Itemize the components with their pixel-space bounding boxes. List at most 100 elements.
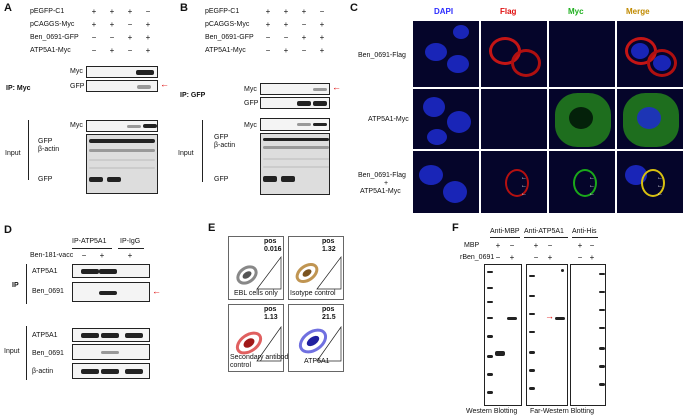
blot-label: Ben_0691 xyxy=(32,288,64,295)
panel-b-row-label: ATP5A1-Myc xyxy=(205,47,246,54)
blot-label: Myc xyxy=(70,68,83,75)
sign: + xyxy=(109,20,115,29)
flow-plot-label: Isotype control xyxy=(290,290,336,297)
sign: + xyxy=(547,253,553,262)
panel-a-ip-label: IP: Myc xyxy=(6,85,31,92)
gate-pos-value: 1.32 xyxy=(322,246,336,253)
blot-label: GFP xyxy=(214,134,229,141)
panel-a-row-label: pCAGGS-Myc xyxy=(30,21,75,28)
blot-label: GFP xyxy=(38,176,53,183)
footer-western: Western Blotting xyxy=(466,408,518,415)
flow-plot-label: control xyxy=(230,362,252,369)
sign: − xyxy=(91,46,97,55)
header-underline xyxy=(490,237,520,238)
blot-label: β-actin xyxy=(32,368,54,375)
sign: + xyxy=(301,33,307,42)
sign: + xyxy=(577,241,583,250)
sign: − xyxy=(109,33,115,42)
blot-label: ATP5A1 xyxy=(32,332,58,339)
sign: − xyxy=(495,253,501,262)
sign: + xyxy=(91,20,97,29)
flow-plot xyxy=(228,304,284,372)
header-anti-mbp: Anti-MBP xyxy=(490,228,520,235)
gate-pos-label: pos xyxy=(264,238,277,245)
blot-ip-myc xyxy=(260,83,330,95)
sign: − xyxy=(319,7,325,16)
sign: − xyxy=(509,241,515,250)
sign: − xyxy=(81,251,87,260)
row-label: + xyxy=(384,180,389,187)
blot-ip-atp5a1 xyxy=(72,264,150,278)
panel-d-letter: D xyxy=(4,224,12,236)
sign: + xyxy=(319,33,325,42)
flow-plot xyxy=(228,236,284,300)
sign: − xyxy=(283,33,289,42)
sign: − xyxy=(577,253,583,262)
flow-plot xyxy=(288,304,344,372)
blot-label: Ben_0691 xyxy=(32,350,64,357)
micrograph-merge xyxy=(616,88,684,150)
panel-c-letter: C xyxy=(350,2,358,14)
blot-input-atp5a1 xyxy=(72,328,150,342)
sign: + xyxy=(145,33,151,42)
sign: + xyxy=(265,7,271,16)
micrograph-dapi xyxy=(412,150,480,214)
blot-label: GFP xyxy=(38,138,53,145)
panel-e-letter: E xyxy=(208,222,216,234)
sign: − xyxy=(547,241,553,250)
micrograph-dapi xyxy=(412,20,480,88)
red-arrow-icon: ← xyxy=(332,82,341,92)
blot-label: Myc xyxy=(70,122,83,129)
micrograph-flag: ← ← ← xyxy=(480,150,548,214)
sign: + xyxy=(283,20,289,29)
micrograph-myc xyxy=(548,20,616,88)
panel-a-row-label: Ben_0691-GFP xyxy=(30,34,79,41)
panel-a-letter: A xyxy=(4,2,12,14)
sign: − xyxy=(301,46,307,55)
sign: − xyxy=(265,33,271,42)
row-label: Ben-181-vacc xyxy=(30,252,74,259)
blot-ip-gfp xyxy=(260,97,330,109)
sign: + xyxy=(283,7,289,16)
blot-label: β-actin xyxy=(38,146,60,153)
sign: − xyxy=(127,20,133,29)
red-arrow-icon: → xyxy=(545,311,554,321)
blot-input-gfp xyxy=(260,133,330,195)
panel-d-ip-label: IP xyxy=(12,282,19,289)
sign: − xyxy=(145,7,151,16)
micrograph-merge xyxy=(616,20,684,88)
gate-pos-label: pos xyxy=(322,306,335,313)
panel-b-ip-label: IP: GFP xyxy=(180,92,206,99)
blot-label: Myc xyxy=(244,122,257,129)
bracket-line xyxy=(26,326,27,380)
header-underline xyxy=(572,237,598,238)
blot-input-myc xyxy=(86,120,158,132)
blot-input-actin xyxy=(72,363,150,379)
sign: + xyxy=(145,20,151,29)
gate-pos-value: 0.016 xyxy=(264,246,282,253)
sign: + xyxy=(91,7,97,16)
panel-b-input-label: Input xyxy=(178,150,194,157)
panel-f-letter: F xyxy=(452,222,459,234)
panel-b-row-label: pCAGGS-Myc xyxy=(205,21,250,28)
row-label: rBen_0691 xyxy=(460,254,495,261)
flow-plot-label: Secondary antibody xyxy=(230,354,292,361)
membrane-anti-atp5a1: → xyxy=(526,264,568,406)
sign: + xyxy=(109,7,115,16)
sign: + xyxy=(109,46,115,55)
header-anti-his: Anti-His xyxy=(572,228,597,235)
flow-plot-label: EBL cells only xyxy=(234,290,278,297)
sign: + xyxy=(145,46,151,55)
sign: + xyxy=(319,20,325,29)
sign: + xyxy=(99,251,105,260)
header-underline xyxy=(118,248,144,249)
row-label: ATP5A1-Myc xyxy=(368,116,409,123)
row-label: MBP xyxy=(464,242,480,249)
micrograph-dapi xyxy=(412,88,480,150)
blot-label: β-actin xyxy=(214,142,236,149)
sign: + xyxy=(533,241,539,250)
sign: + xyxy=(301,7,307,16)
col-header-merge: Merge xyxy=(626,7,650,16)
sign: − xyxy=(533,253,539,262)
blot-label: GFP xyxy=(70,83,85,90)
